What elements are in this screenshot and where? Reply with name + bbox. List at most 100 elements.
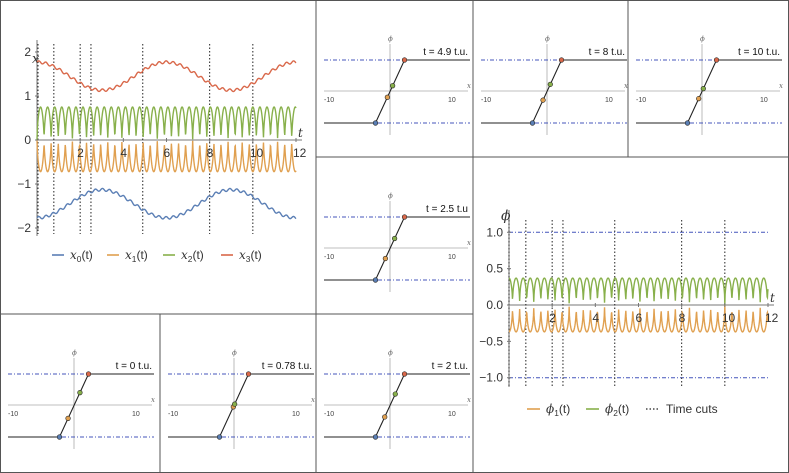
snapshot-time-label: t = 4.9 t.u. [423,47,468,58]
snapshot-marker [372,277,379,283]
snapshot-marker [372,434,379,440]
snapshot-marker [401,57,408,63]
legend-label-1: x1(t) [125,248,148,264]
snapshot-marker [56,434,63,440]
snapshot-time-label: t = 8 t.u. [589,47,625,58]
snapshot-x-label: x [467,82,471,90]
snapshot-profile [636,59,782,124]
snapshot-profile [324,216,470,281]
snapshot-profile [324,59,470,124]
snapshot-y-label: ϕ [388,35,393,43]
x-tick-label: 6 [636,311,643,325]
snapshot-marker [384,94,390,100]
snapshot-marker [382,255,388,262]
snapshot-profile [324,373,470,438]
y-axis-label: ϕ [501,208,511,224]
snapshot-marker [232,401,238,407]
x-axis-label: t [298,126,303,140]
snapshot-tick-label: 10 [132,411,140,418]
main-x-legend: x0(t) x1(t) x2(t) x3(t) [52,248,262,264]
snapshot-marker [558,57,565,63]
legend-label-0: x0(t) [70,248,93,264]
y-tick-label: −0.5 [479,334,503,348]
series-line-2 [36,106,297,141]
snapshot-x-label: x [779,82,783,90]
y-tick-label: −1.0 [479,371,503,385]
snapshot-time-label: t = 10 t.u. [738,47,780,58]
y-tick-label: 2 [24,45,31,59]
snapshot-tick-label: -10 [324,254,334,261]
snapshot-marker [77,390,83,396]
x-tick-label: 8 [207,146,214,160]
y-tick-label: 0.5 [486,262,503,276]
series-line-3 [36,60,297,93]
x-tick-label: 12 [293,146,307,160]
snapshot-marker [529,120,536,126]
snapshot-tick-label: 10 [448,97,456,104]
snapshot-marker [85,371,92,377]
snapshot-time-label: t = 2 t.u. [432,361,468,372]
snapshot-tick-label: -10 [168,411,178,418]
snapshot-marker [372,120,379,126]
snapshot-time-label: t = 0 t.u. [116,361,152,372]
x-tick-label: 2 [549,311,556,325]
snapshot-profile [8,373,154,438]
y-tick-label: −2 [17,221,31,235]
snapshot-tick-label: 10 [448,254,456,261]
snapshot-y-label: ϕ [232,349,237,357]
x-tick-label: 6 [164,146,171,160]
x-tick-label: 10 [250,146,264,160]
snapshot-marker [65,415,71,421]
snapshot-x-label: x [624,82,628,90]
snapshot-panel: ϕ x -10 10 t = 2 t.u. [324,349,471,449]
snapshot-tick-label: -10 [636,97,646,104]
snapshot-tick-label: 10 [448,411,456,418]
snapshot-marker [382,414,388,420]
snapshot-marker [401,371,408,377]
snapshot-marker [713,57,720,63]
main-phi-chart: ϕ t 2 4 6 8 10 12 −1.0 −0.5 0.0 0.5 1.0 [479,208,779,387]
snapshot-panel: ϕ x -10 10 t = 0.78 t.u. [168,349,315,449]
snapshot-marker [390,83,396,89]
snapshot-profile [168,373,314,438]
snapshot-tick-label: 10 [605,97,613,104]
snapshot-x-label: x [467,239,471,247]
snapshot-tick-label: -10 [8,411,18,418]
snapshot-marker [540,97,546,103]
snapshot-time-label: t = 0.78 t.u. [262,361,312,372]
y-tick-label: 1.0 [486,225,503,239]
x-tick-label: 4 [592,311,599,325]
snapshot-tick-label: 10 [292,411,300,418]
series-line-2 [508,277,769,306]
snapshot-marker [684,120,691,126]
snapshot-marker [392,235,398,242]
snapshot-marker [401,214,408,220]
snapshot-marker [392,391,398,397]
x-tick-label: 12 [765,311,779,325]
snapshot-tick-label: -10 [481,97,491,104]
snapshot-x-label: x [467,396,471,404]
snapshot-panel: ϕ x -10 10 t = 8 t.u. [481,35,628,135]
snapshot-y-label: ϕ [388,349,393,357]
snapshot-panel: ϕ x -10 10 t = 4.9 t.u. [324,35,471,135]
y-tick-label: 0.0 [486,298,503,312]
y-tick-label: 1 [24,89,31,103]
snapshot-profile [481,59,627,124]
snapshot-panel: ϕ x -10 10 t = 0 t.u. [8,349,155,449]
main-phi-legend: ϕ1(t) ϕ2(t) Time cuts [527,402,718,418]
snapshot-marker [547,81,553,87]
legend-label-timecuts: Time cuts [666,402,718,416]
snapshot-marker [245,371,252,377]
y-tick-label: −1 [17,177,31,191]
snapshot-y-label: ϕ [700,35,705,43]
snapshot-y-label: ϕ [545,35,550,43]
snapshot-tick-label: -10 [324,97,334,104]
series-line-0 [36,187,297,220]
y-axis-label: x [32,52,40,67]
snapshot-x-label: x [311,396,315,404]
snapshot-marker [700,86,706,92]
snapshot-y-label: ϕ [388,192,393,200]
x-axis-label: t [770,291,775,305]
x-tick-label: 4 [120,146,127,160]
